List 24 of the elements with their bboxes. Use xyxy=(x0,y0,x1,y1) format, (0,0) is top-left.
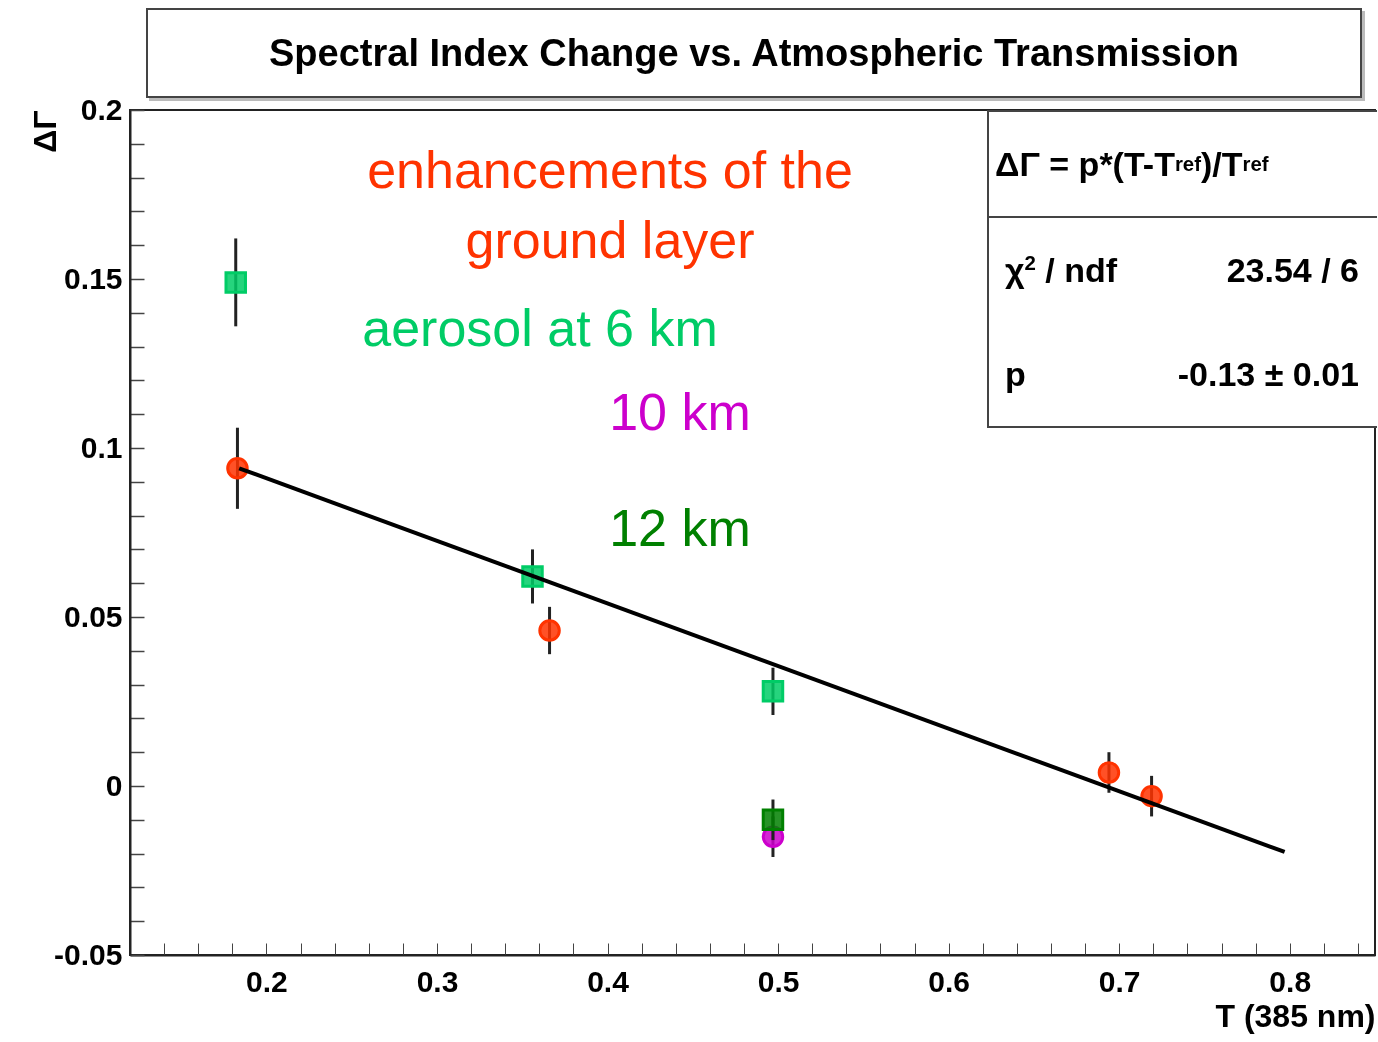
y-tick-label: 0.15 xyxy=(64,261,123,295)
y-tick-label: 0.1 xyxy=(80,430,123,464)
y-tick-label: -0.05 xyxy=(54,937,123,971)
x-tick-label: 0.3 xyxy=(416,964,459,998)
text: 10 km xyxy=(609,383,751,441)
annotation: 23.54 / 6 xyxy=(1226,250,1359,290)
x-tick-label: 0.7 xyxy=(1098,964,1141,998)
x-tick-label: 0.2 xyxy=(246,964,288,998)
x-tick-label: 0.4 xyxy=(587,964,630,998)
text: 12 km xyxy=(609,499,751,557)
x-tick-label: 0.6 xyxy=(928,964,970,998)
annotation: p xyxy=(1005,354,1026,394)
text: enhancements of the ground layer xyxy=(367,141,853,269)
y-tick-label: 0 xyxy=(105,768,123,802)
y-tick-label: 0.05 xyxy=(64,599,123,633)
y-axis-title: ΔΓ xyxy=(26,110,63,153)
x-axis-title: T (385 nm) xyxy=(1215,997,1376,1034)
y-tick-label: 0.2 xyxy=(80,92,123,126)
annotation: χ$^{2}$ / ndf xyxy=(1005,250,1118,290)
x-tick-label: 0.8 xyxy=(1269,964,1312,998)
x-tick-label: 0.5 xyxy=(757,964,800,998)
text: aerosol at 6 km xyxy=(362,299,718,357)
chart-title: Spectral Index Change vs. Atmospheric Transmission xyxy=(146,8,1362,98)
annotation: -0.13 ± 0.01 xyxy=(1177,354,1359,394)
